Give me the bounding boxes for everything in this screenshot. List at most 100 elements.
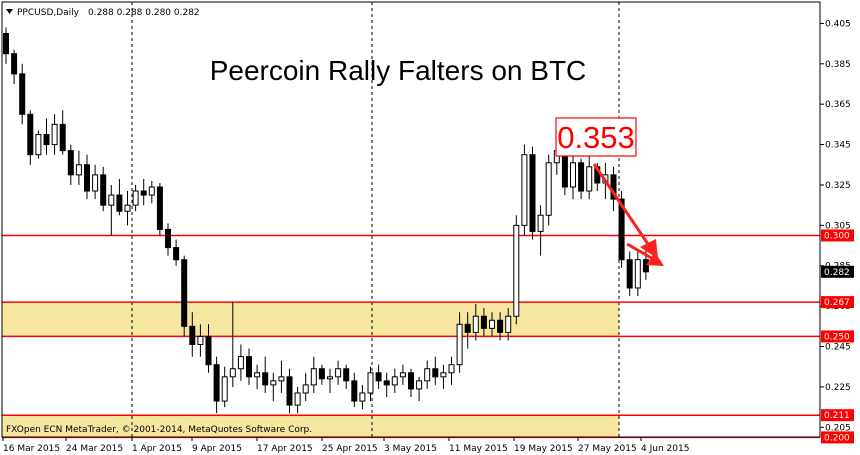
y-tick-label: 0.305 — [825, 221, 851, 231]
candle-body — [634, 259, 641, 289]
x-tick-label: 3 May 2015 — [384, 444, 437, 454]
candle-body — [75, 164, 82, 176]
x-tick-label: 25 Apr 2015 — [322, 444, 378, 454]
candle-body — [294, 392, 301, 406]
candle-body — [513, 224, 520, 317]
x-tick-label: 19 May 2015 — [514, 444, 573, 454]
candle-body — [618, 198, 625, 261]
copyright-footer: FXOpen ECN MetaTrader, © 2001-2014, Meta… — [6, 425, 312, 435]
candle-body — [424, 368, 431, 382]
candle-body — [237, 356, 244, 370]
candle-body — [448, 364, 455, 374]
candle-body — [3, 33, 9, 55]
level-price-tags: 0.300 0.267 0.250 0.211 0.200 0.282 — [821, 229, 854, 444]
symbol-label: PPCUSD,Daily — [17, 8, 80, 18]
chart-title: Peercoin Rally Falters on BTC — [210, 55, 587, 86]
candle-body — [626, 259, 633, 289]
candle-body — [302, 384, 309, 394]
y-tick-label: 0.245 — [825, 343, 851, 353]
candle-body — [84, 164, 90, 192]
candle-body — [278, 376, 285, 382]
candle-body — [578, 162, 585, 192]
candle-body — [570, 162, 576, 188]
callout-price: 0.353 — [557, 120, 635, 155]
candle-body — [440, 372, 447, 378]
symbol-dropdown-icon[interactable] — [6, 9, 13, 14]
candle-body — [529, 154, 536, 232]
candle-body — [383, 380, 390, 386]
candle-body — [67, 150, 74, 176]
candle-body — [399, 372, 406, 378]
candle-body — [270, 380, 277, 386]
candle-body — [140, 190, 147, 196]
candle-body — [124, 204, 131, 212]
y-tick-label: 0.405 — [825, 19, 851, 29]
candle-body — [229, 368, 236, 378]
candle-body — [27, 113, 34, 156]
down-arrow-icon — [592, 163, 658, 259]
candle-body — [11, 53, 18, 75]
candle-body — [108, 194, 115, 206]
y-tick-label: 0.225 — [825, 383, 851, 393]
candle-body — [165, 228, 171, 249]
level-price-tag — [821, 431, 854, 444]
candle-body — [432, 368, 439, 378]
candle-body — [327, 376, 333, 380]
candle-body — [335, 368, 342, 378]
level-price-tag — [821, 409, 854, 422]
y-tick-label: 0.205 — [825, 423, 851, 433]
candle-body — [205, 335, 212, 366]
x-tick-label: 1 Apr 2015 — [132, 444, 182, 454]
candle-body — [116, 194, 123, 212]
candle-body — [416, 380, 423, 390]
candles — [3, 27, 649, 414]
x-tick-label: 16 Mar 2015 — [3, 444, 60, 454]
candle-body — [642, 259, 649, 273]
candle-body — [408, 372, 414, 390]
candle-body — [505, 315, 512, 333]
x-tick-label: 11 May 2015 — [449, 444, 508, 454]
candle-body — [189, 325, 196, 346]
callout-box — [555, 117, 637, 157]
level-price-tag-label: 0.300 — [824, 231, 850, 241]
level-price-tag — [821, 330, 854, 343]
candle-body — [521, 154, 528, 226]
candle-body — [286, 376, 293, 406]
candle-body — [359, 392, 366, 402]
candle-body — [456, 323, 463, 366]
candle-body — [310, 368, 317, 386]
x-tick-label: 27 May 2015 — [578, 444, 637, 454]
candle-body — [586, 166, 593, 192]
candle-body — [35, 133, 42, 156]
candle-body — [246, 356, 252, 378]
candle-body — [545, 162, 552, 216]
x-tick-label: 17 Apr 2015 — [257, 444, 313, 454]
current-price-tag — [821, 265, 854, 278]
candle-body — [343, 368, 350, 382]
candle-body — [318, 368, 325, 380]
level-price-tag-label: 0.267 — [824, 298, 850, 308]
candle-body — [173, 247, 180, 261]
candle-body — [375, 372, 382, 382]
y-tick-label: 0.325 — [825, 181, 851, 191]
candle-body — [213, 364, 220, 402]
candle-body — [472, 315, 479, 333]
candle-body — [464, 323, 471, 333]
candle-body — [148, 186, 155, 196]
level-price-tag — [821, 296, 854, 309]
candle-body — [497, 319, 504, 333]
level-price-tag — [821, 229, 854, 242]
candle-body — [537, 214, 544, 232]
plot-frame — [1, 1, 821, 438]
candle-body — [132, 190, 139, 206]
candle-body — [181, 259, 188, 327]
candle-body — [51, 123, 58, 146]
candle-body — [92, 174, 99, 192]
candle-body — [489, 319, 495, 329]
down-arrow-icon — [626, 242, 664, 266]
x-axis: 16 Mar 2015 24 Mar 2015 1 Apr 2015 9 Apr 20… — [2, 437, 689, 454]
candle-body — [221, 376, 228, 402]
x-tick-label: 4 Jun 2015 — [641, 444, 689, 454]
level-price-tag-label: 0.200 — [824, 433, 850, 443]
candle-body — [43, 133, 50, 146]
